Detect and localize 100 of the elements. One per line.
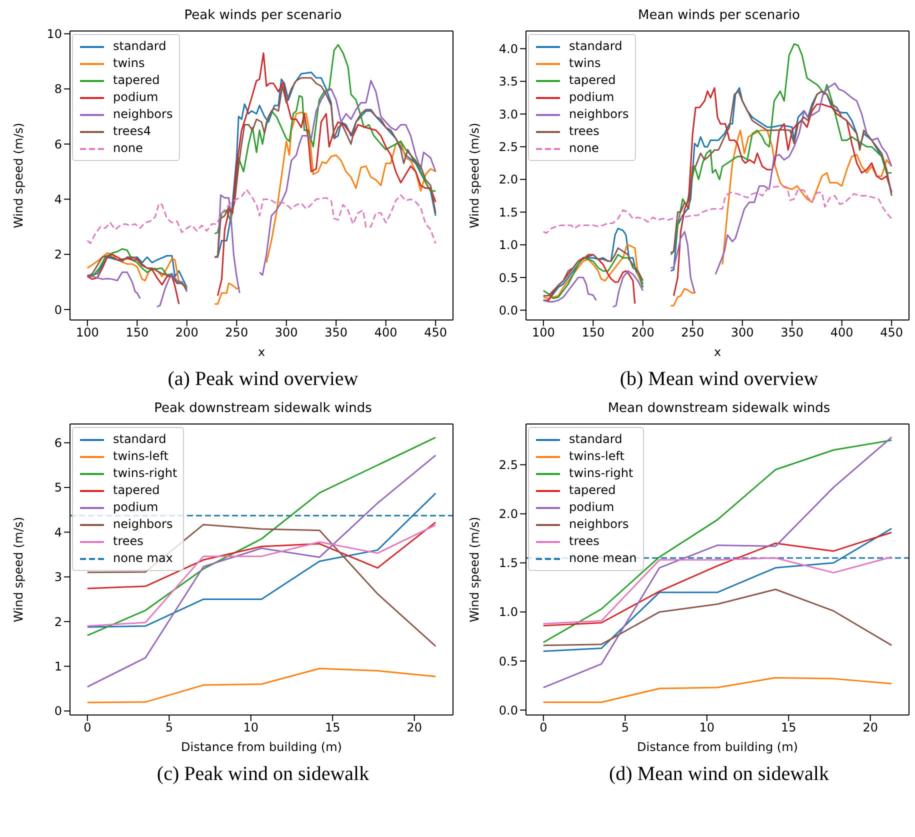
y-tick-label: 0.5 [498,270,518,285]
line-series [542,588,892,646]
legend-label: none [569,140,599,157]
legend-label: standard [569,38,622,55]
y-tick-label: 0 [54,302,62,317]
y-tick-label: 5 [54,480,62,495]
y-axis-title: Wind speed (m/s) [467,516,482,622]
legend-label: trees [569,533,600,550]
y-tick-label: 2.0 [498,172,518,187]
x-tick-label: 10 [699,720,715,735]
x-tick-label: 100 [532,326,555,340]
chart-title: Mean winds per scenario [637,8,801,25]
y-tick-label: 6 [54,137,62,152]
legend-label: tapered [569,72,616,89]
text: (d) Mean wind on sidewalk [608,763,830,786]
y-tick-label: 10 [46,27,62,42]
legend-label: twins-right [569,465,634,482]
x-tick-label: 15 [324,720,340,735]
y-tick-label: 4 [54,525,62,540]
y-tick-label: 6 [54,436,62,450]
legend-label: podium [569,499,614,516]
y-tick-label: 1 [54,660,62,674]
x-tick-label: 250 [681,326,704,340]
x-tick-label: 250 [225,326,248,340]
text: (b) Mean wind overview [618,368,820,391]
x-tick-label: 400 [374,326,398,340]
x-tick-label: 0 [84,720,92,735]
legend-label: none [113,140,143,157]
y-tick-label: 4 [54,192,62,206]
x-tick-label: 150 [126,326,149,340]
y-tick-label: 2 [54,614,62,629]
x-tick-label: 450 [880,326,904,340]
x-tick-label: 100 [76,326,99,340]
x-tick-label: 350 [780,326,804,340]
chart-title: Mean downstream sidewalk winds [606,401,832,418]
chart-title: Peak winds per scenario [183,8,343,25]
y-tick-label: 2.5 [498,458,518,472]
y-tick-label: 0.0 [498,303,518,318]
legend-label: tapered [569,482,616,499]
y-tick-label: 1.5 [498,556,518,570]
text: (c) Peak wind on sidewalk [156,763,370,786]
y-tick-label: 2.5 [498,140,518,154]
y-tick-label: 4.0 [498,42,518,56]
y-tick-label: 3.5 [498,74,518,89]
x-tick-label: 450 [424,326,448,340]
y-tick-label: 3 [54,570,62,584]
y-tick-label: 1.5 [498,205,518,220]
legend-label: neighbors [113,106,173,123]
line-series [542,185,892,234]
legend-label: none max [113,550,173,567]
legend-label: podium [569,89,614,106]
x-tick-label: 200 [175,326,198,340]
x-tick-label: 5 [165,720,173,735]
x-tick-label: 300 [730,326,754,340]
ref-line-label: none mean [569,550,637,567]
x-axis-title: Distance from building (m) [637,740,798,754]
x-tick-label: 20 [406,720,422,735]
line-series [86,668,436,704]
y-tick-label: 0.5 [498,654,518,668]
y-tick-label: 0.0 [498,703,518,718]
legend-label: twins [113,55,145,72]
x-tick-label: 15 [780,720,796,735]
legend-label: podium [113,89,158,106]
x-tick-label: 300 [274,326,298,340]
y-axis-title: Wind speed (m/s) [11,122,26,228]
legend-label: trees [113,533,144,550]
y-tick-label: 1.0 [498,238,518,252]
y-tick-label: 1.0 [498,605,518,620]
y-tick-label: 2.0 [498,507,518,522]
legend-label: twins-left [569,448,624,465]
x-tick-label: 0 [540,720,548,735]
line-series [86,188,436,244]
chart-title: Peak downstream sidewalk winds [153,401,373,418]
x-tick-label: 200 [631,326,654,340]
legend-label: twins-right [113,465,178,482]
legend-label: neighbors [569,106,629,123]
legend-label: trees [569,123,600,140]
legend-label: tapered [113,482,160,499]
legend-label: neighbors [569,516,629,533]
y-axis-title: Wind speed (m/s) [11,516,26,622]
y-tick-label: 8 [54,82,62,96]
legend-label: trees4 [113,123,152,140]
x-tick-label: 150 [582,326,605,340]
x-axis-title: x [258,345,266,359]
text: (a) Peak wind overview [166,368,360,391]
legend-label: neighbors [113,516,173,533]
y-axis-title: Wind speed (m/s) [467,122,482,228]
x-tick-label: 20 [862,720,878,735]
x-tick-label: 5 [621,720,629,735]
y-tick-label: 3.0 [498,107,518,122]
line-series [542,556,892,624]
x-axis-title: Distance from building (m) [181,740,342,754]
legend-label: standard [113,431,166,448]
legend-label: standard [569,431,622,448]
line-series [542,532,892,626]
line-series [542,676,892,703]
legend-label: twins-left [113,448,168,465]
y-tick-label: 0 [54,704,62,718]
y-tick-label: 2 [54,248,62,262]
x-tick-label: 350 [324,326,348,340]
